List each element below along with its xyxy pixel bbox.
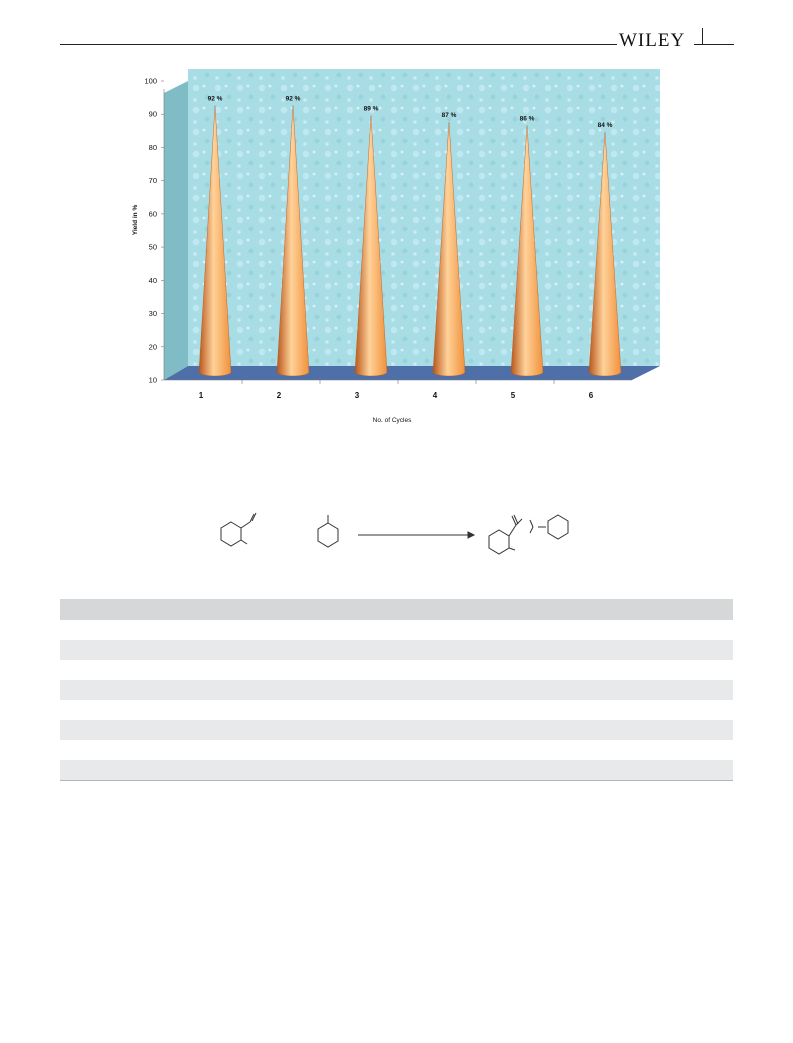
chart-wall-texture: [188, 69, 660, 366]
header-rule-right: [694, 44, 734, 45]
y-tick-label: 40: [149, 276, 157, 285]
table-header-row: [60, 599, 733, 620]
reaction-arrow: [358, 531, 476, 539]
x-tick-label: 5: [511, 391, 516, 400]
x-tick-label: 1: [199, 391, 204, 400]
y-tick-label: 60: [149, 209, 157, 218]
header-tick: [702, 28, 703, 44]
y-axis-label: Yield in %: [132, 205, 139, 236]
data-label: 89 %: [364, 106, 379, 113]
table-row: [60, 740, 733, 760]
data-label: 92 %: [286, 96, 301, 103]
x-tick-label: 3: [355, 391, 360, 400]
y-tick-label: 90: [149, 110, 157, 119]
cone-bar: [510, 125, 544, 377]
y-tick-label: 30: [149, 309, 157, 318]
cone-bar: [588, 132, 622, 377]
data-label: 84 %: [598, 122, 613, 129]
data-label: 87 %: [442, 112, 457, 119]
reaction-scheme: [220, 512, 569, 555]
cone-bar: [354, 115, 388, 377]
y-tick-label: 80: [149, 143, 157, 152]
y-tick-label: 10: [149, 376, 157, 385]
cone-bar: [432, 122, 466, 377]
cone-bar: [198, 105, 232, 377]
publisher-logo: WILEY: [619, 30, 686, 51]
table-row: [60, 700, 733, 720]
table-row: [60, 760, 733, 780]
table-bottom-rule: [60, 780, 733, 781]
chart-side-wall: [164, 81, 188, 380]
table-row: [60, 620, 733, 640]
results-table: [60, 599, 733, 781]
header-rule-left: [60, 44, 617, 45]
product-structure: [488, 514, 569, 555]
table-row: [60, 680, 733, 700]
y-tick-label: 70: [149, 176, 157, 185]
cone-bar: [276, 105, 310, 377]
x-axis-label: No. of Cycles: [373, 417, 412, 424]
yield-cycles-chart: 10 20 30 40 50 60 70 80 90 100 92 % 1 92 % 2 89 % 3 87 …: [132, 69, 660, 424]
reactant-two-structure: [317, 515, 339, 548]
x-tick-label: 6: [589, 391, 594, 400]
table-row: [60, 660, 733, 680]
x-tick-label: 2: [277, 391, 282, 400]
data-label: 92 %: [208, 96, 223, 103]
chart-floor: [164, 366, 660, 380]
table-row: [60, 720, 733, 740]
y-tick-label: 50: [149, 243, 157, 252]
table-row: [60, 640, 733, 660]
x-tick-label: 4: [433, 391, 438, 400]
y-tick-label: 100: [144, 77, 157, 86]
reactant-one-structure: [220, 512, 257, 547]
y-tick-label: 20: [149, 342, 157, 351]
data-label: 86 %: [520, 116, 535, 123]
